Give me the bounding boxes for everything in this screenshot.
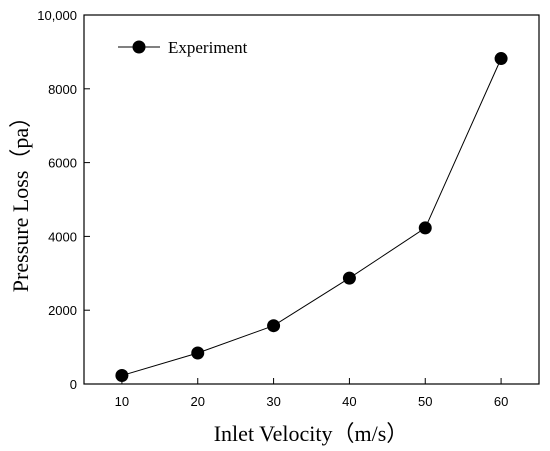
legend-marker-sample [132,40,146,54]
plot-frame [83,14,540,385]
y-tick-label: 4000 [48,229,77,244]
data-point [418,221,432,235]
x-axis-ticks: 10 20 30 40 50 60 [115,378,508,409]
y-tick-label: 2000 [48,303,77,318]
data-point [191,346,205,360]
data-point [115,369,129,383]
y-tick-label: 0 [70,377,77,392]
y-tick-label: 6000 [48,156,77,171]
data-point [267,319,281,333]
data-point [494,52,508,66]
legend-label: Experiment [168,38,248,57]
x-tick-label: 10 [115,394,129,409]
legend: Experiment [118,38,248,57]
y-axis-ticks: 0 2000 4000 6000 8000 10,000 [37,8,90,392]
x-tick-label: 30 [266,394,280,409]
data-point [342,271,356,285]
series-experiment [115,52,508,383]
x-tick-label: 20 [191,394,205,409]
series-line [121,58,502,376]
x-tick-label: 60 [494,394,508,409]
x-tick-label: 40 [342,394,356,409]
x-tick-label: 50 [418,394,432,409]
y-tick-label: 10,000 [37,8,77,23]
y-tick-label: 8000 [48,82,77,97]
y-axis-title: Pressure Loss（pa） [8,106,33,292]
x-axis-title: Inlet Velocity（m/s） [214,421,409,446]
